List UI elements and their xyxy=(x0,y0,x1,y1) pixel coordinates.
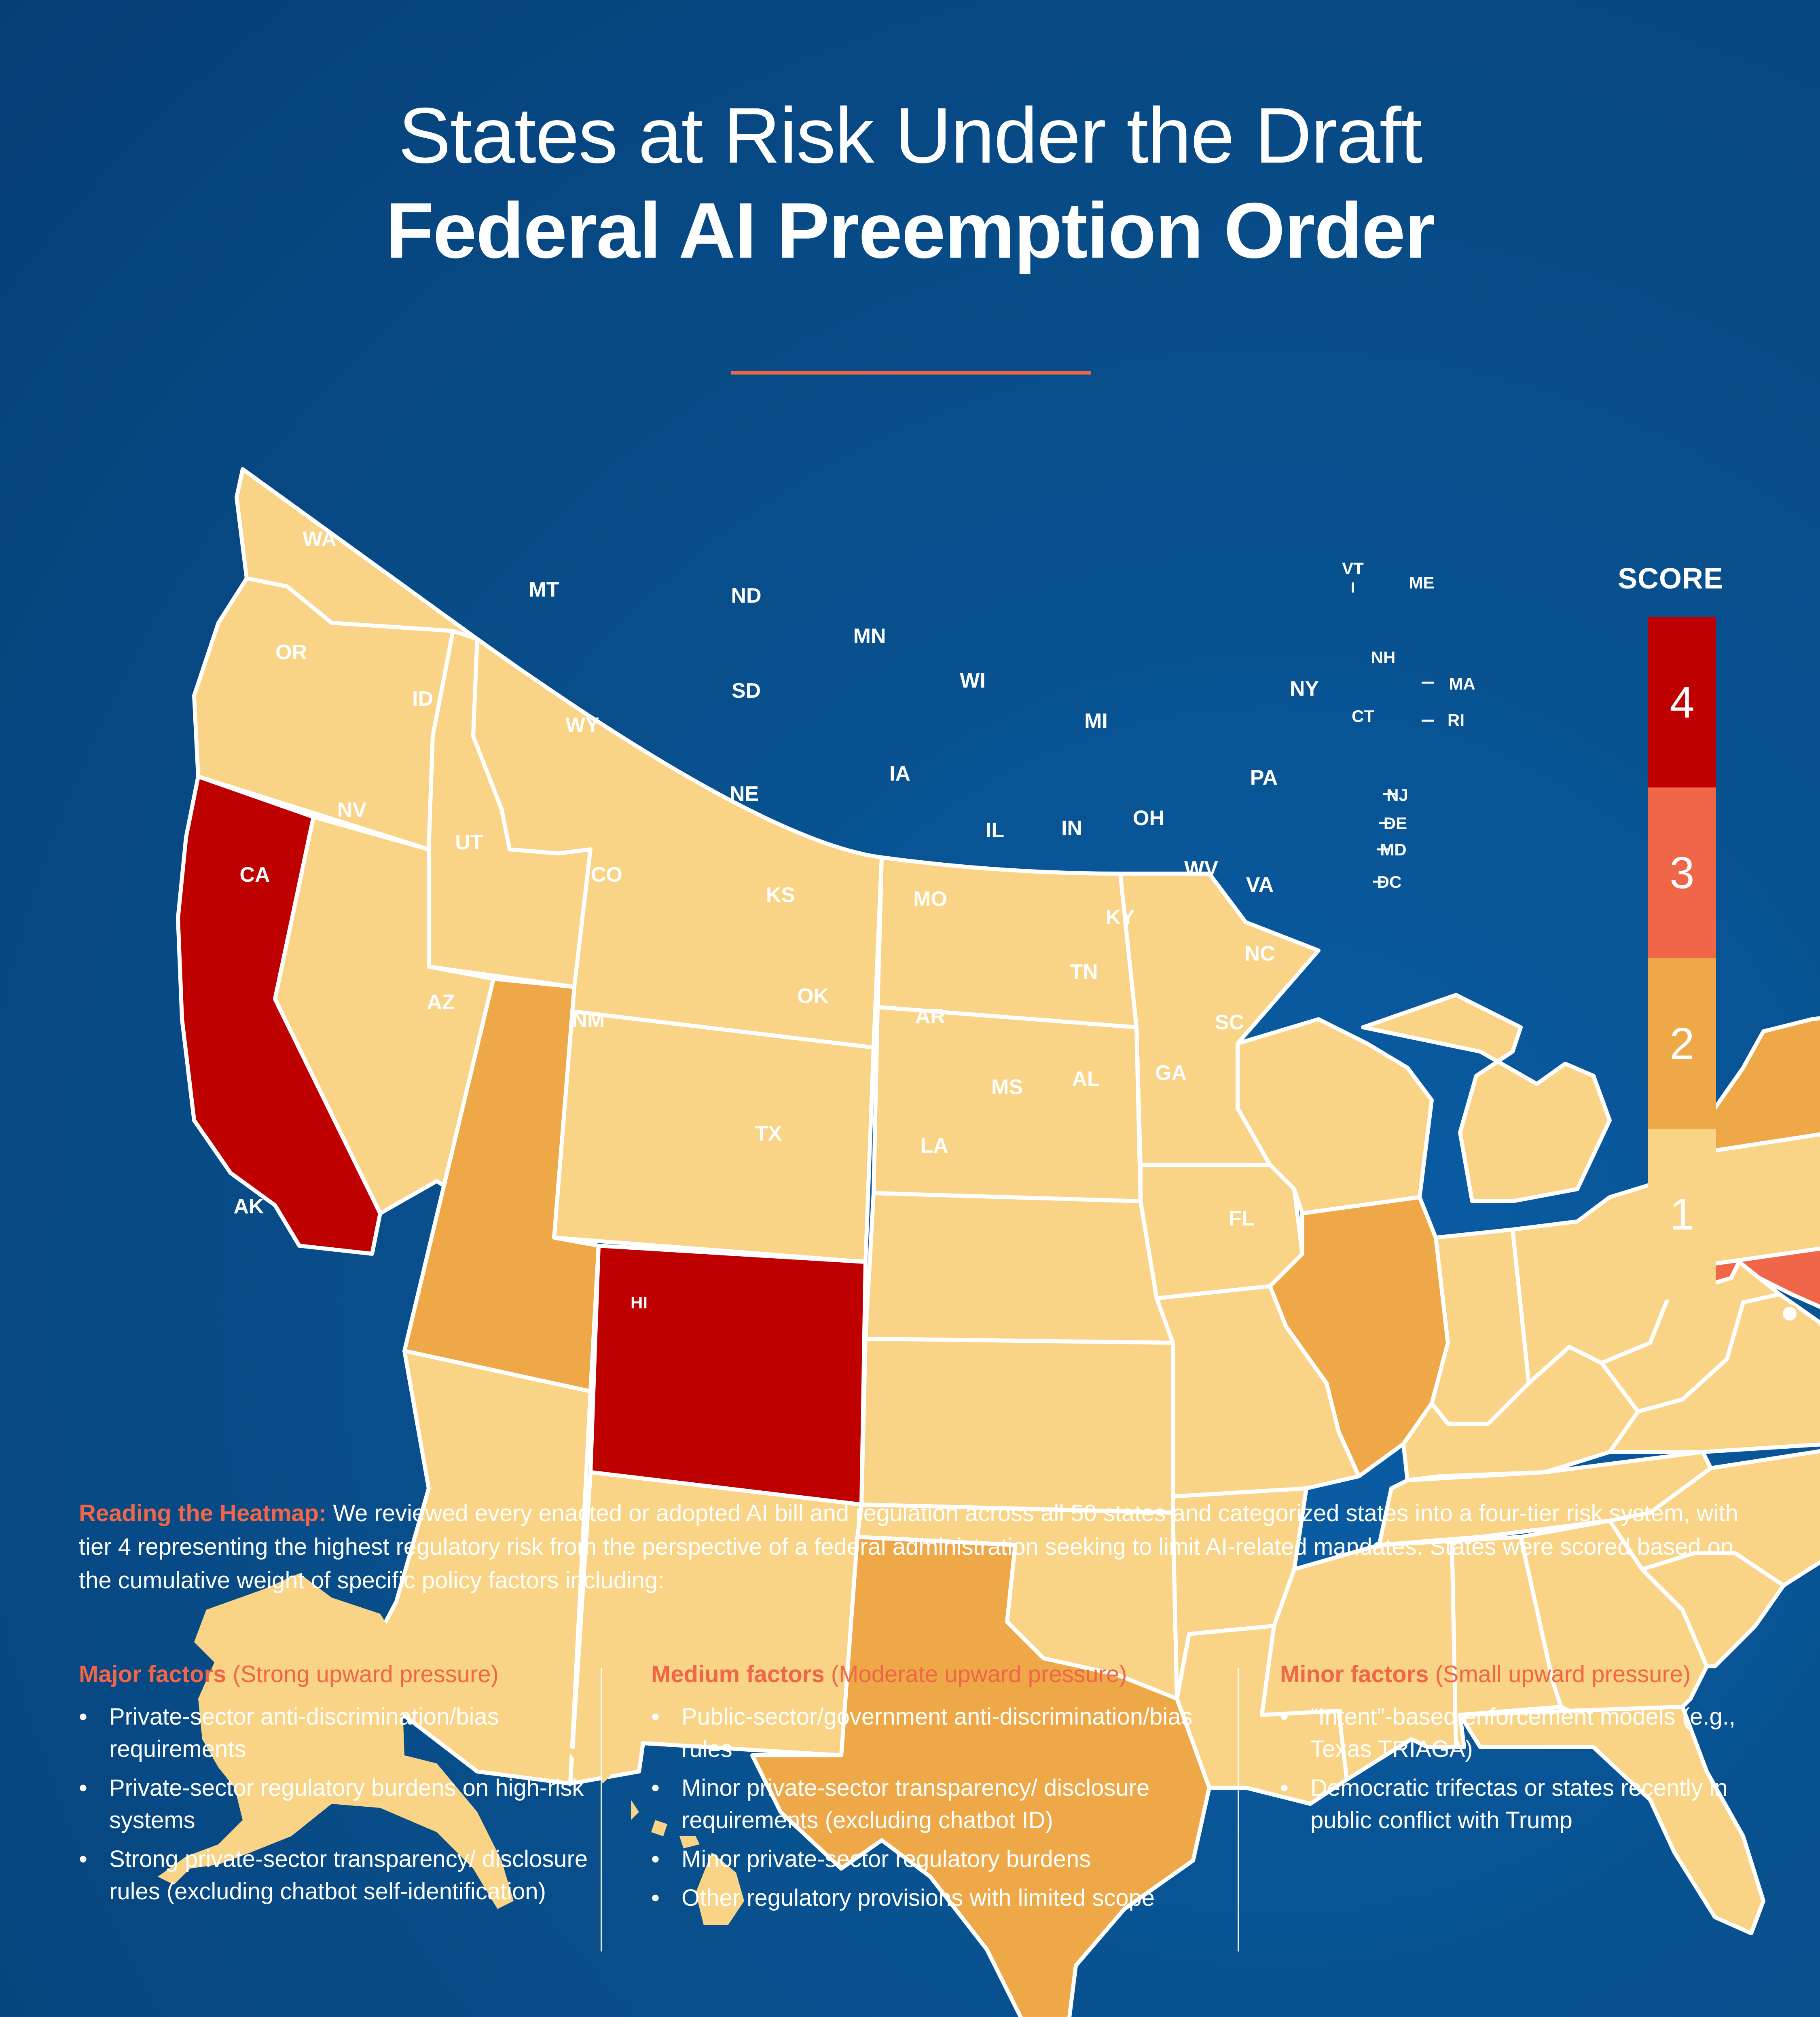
factor-column-minor: Minor factors (Small upward pressure) “I… xyxy=(1280,1660,1765,1843)
state-MI[interactable] xyxy=(1361,993,1612,1203)
label-SC: SC xyxy=(1215,1011,1244,1034)
label-FL: FL xyxy=(1229,1207,1255,1230)
label-HI: HI xyxy=(631,1293,648,1312)
label-ID: ID xyxy=(412,687,433,711)
label-AK: AK xyxy=(233,1195,264,1218)
factor-list-minor: “Intent”-based enforcement models (e.g.,… xyxy=(1280,1701,1765,1837)
factor-item: Minor private-sector transparency/ discl… xyxy=(651,1772,1217,1837)
label-NH: NH xyxy=(1371,648,1396,667)
state-ND[interactable] xyxy=(876,855,1139,1029)
state-MD[interactable] xyxy=(1697,1246,1820,1371)
label-SD: SD xyxy=(732,679,761,703)
label-WA: WA xyxy=(303,527,336,551)
legend-tier-2: 2 xyxy=(1648,958,1716,1129)
legend-tier-4: 4 xyxy=(1648,617,1716,787)
label-KS: KS xyxy=(766,883,795,907)
column-divider xyxy=(1238,1668,1239,1951)
legend-title: SCORE xyxy=(1618,563,1724,595)
explanation-lead: Reading the Heatmap: xyxy=(79,1500,327,1526)
label-MS: MS xyxy=(991,1075,1023,1099)
factor-column-major: Major factors (Strong upward pressure) P… xyxy=(79,1660,597,1914)
label-CO: CO xyxy=(591,863,622,887)
column-divider xyxy=(601,1668,602,1951)
label-VA: VA xyxy=(1246,873,1274,897)
state-NE[interactable] xyxy=(863,1191,1175,1345)
title-block: States at Risk Under the Draft Federal A… xyxy=(0,89,1820,279)
factor-item: “Intent”-based enforcement models (e.g.,… xyxy=(1280,1701,1765,1765)
factor-item: Private-sector anti-discrimination/bias … xyxy=(79,1701,597,1765)
explanation-body: We reviewed every enacted or adopted AI … xyxy=(79,1500,1738,1594)
factor-column-medium: Medium factors (Moderate upward pressure… xyxy=(651,1660,1217,1921)
label-NE: NE xyxy=(730,782,759,806)
factors-section: Major factors (Strong upward pressure) P… xyxy=(79,1660,1757,1951)
legend-bar: 4 3 2 1 xyxy=(1648,617,1716,1300)
label-OR: OR xyxy=(275,641,307,664)
label-ME: ME xyxy=(1409,573,1435,592)
legend-tier-1: 1 xyxy=(1648,1129,1716,1300)
factor-item: Public-sector/government anti-discrimina… xyxy=(651,1701,1217,1765)
page-title-line2: Federal AI Preemption Order xyxy=(385,186,1435,275)
label-MA: MA xyxy=(1449,674,1475,693)
map-svg: WA OR CA ID NV MT WY UT CO AZ NM ND SD N… xyxy=(158,467,1820,2017)
factor-item: Other regulatory provisions with limited… xyxy=(651,1882,1217,1914)
state-CO[interactable] xyxy=(588,1244,868,1507)
label-MT: MT xyxy=(529,578,559,601)
label-NV: NV xyxy=(337,798,367,822)
factor-list-major: Private-sector anti-discrimination/bias … xyxy=(79,1701,597,1908)
heatmap-explanation: Reading the Heatmap: We reviewed every e… xyxy=(79,1496,1757,1597)
label-NM: NM xyxy=(572,1009,605,1032)
legend-tier-3: 3 xyxy=(1648,787,1716,958)
page-title-line1: States at Risk Under the Draft xyxy=(398,91,1422,180)
label-MO: MO xyxy=(913,887,947,911)
label-IN: IN xyxy=(1061,817,1082,840)
label-WY: WY xyxy=(565,713,599,737)
label-MN: MN xyxy=(853,624,886,648)
label-WV: WV xyxy=(1184,857,1218,880)
label-RI: RI xyxy=(1448,711,1464,730)
label-PA: PA xyxy=(1250,766,1278,789)
factor-heading-major: Major factors (Strong upward pressure) xyxy=(79,1661,499,1687)
label-GA: GA xyxy=(1155,1061,1187,1085)
label-UT: UT xyxy=(455,831,483,854)
label-OK: OK xyxy=(797,984,829,1008)
score-legend: SCORE 4 3 2 1 xyxy=(1618,562,1723,1300)
label-TX: TX xyxy=(755,1122,782,1145)
label-NY: NY xyxy=(1290,677,1319,701)
label-AZ: AZ xyxy=(427,991,455,1014)
label-ND: ND xyxy=(731,584,761,607)
label-WI: WI xyxy=(960,669,986,692)
factor-heading-minor: Minor factors (Small upward pressure) xyxy=(1280,1661,1691,1687)
factor-item: Minor private-sector regulatory burdens xyxy=(651,1843,1217,1875)
label-AR: AR xyxy=(915,1005,945,1028)
label-VT: VT xyxy=(1342,559,1364,578)
factor-list-medium: Public-sector/government anti-discrimina… xyxy=(651,1701,1217,1914)
state-KS[interactable] xyxy=(859,1337,1175,1515)
label-CA: CA xyxy=(239,863,270,887)
factor-item: Democratic trifectas or states recently … xyxy=(1280,1772,1765,1837)
factor-heading-medium: Medium factors (Moderate upward pressure… xyxy=(651,1661,1127,1687)
label-IA: IA xyxy=(889,762,910,785)
factor-item: Strong private-sector transparency/ disc… xyxy=(79,1843,597,1908)
factor-item: Private-sector regulatory burdens on hig… xyxy=(79,1772,597,1837)
label-CT: CT xyxy=(1352,707,1374,726)
label-IL: IL xyxy=(986,819,1004,842)
state-SD[interactable] xyxy=(872,1005,1143,1203)
us-heatmap: WA OR CA ID NV MT WY UT CO AZ NM ND SD N… xyxy=(73,453,1820,2017)
dc-dot[interactable] xyxy=(1780,1304,1799,1323)
label-MI: MI xyxy=(1084,709,1108,733)
label-TN: TN xyxy=(1070,960,1098,984)
label-LA: LA xyxy=(920,1134,948,1158)
label-KY: KY xyxy=(1106,906,1135,929)
title-divider xyxy=(731,371,1091,375)
label-AL: AL xyxy=(1072,1067,1100,1091)
label-OH: OH xyxy=(1133,806,1164,830)
state-NC[interactable] xyxy=(1608,1440,1820,1587)
label-NC: NC xyxy=(1244,942,1275,965)
leader-lines xyxy=(1352,582,1434,883)
